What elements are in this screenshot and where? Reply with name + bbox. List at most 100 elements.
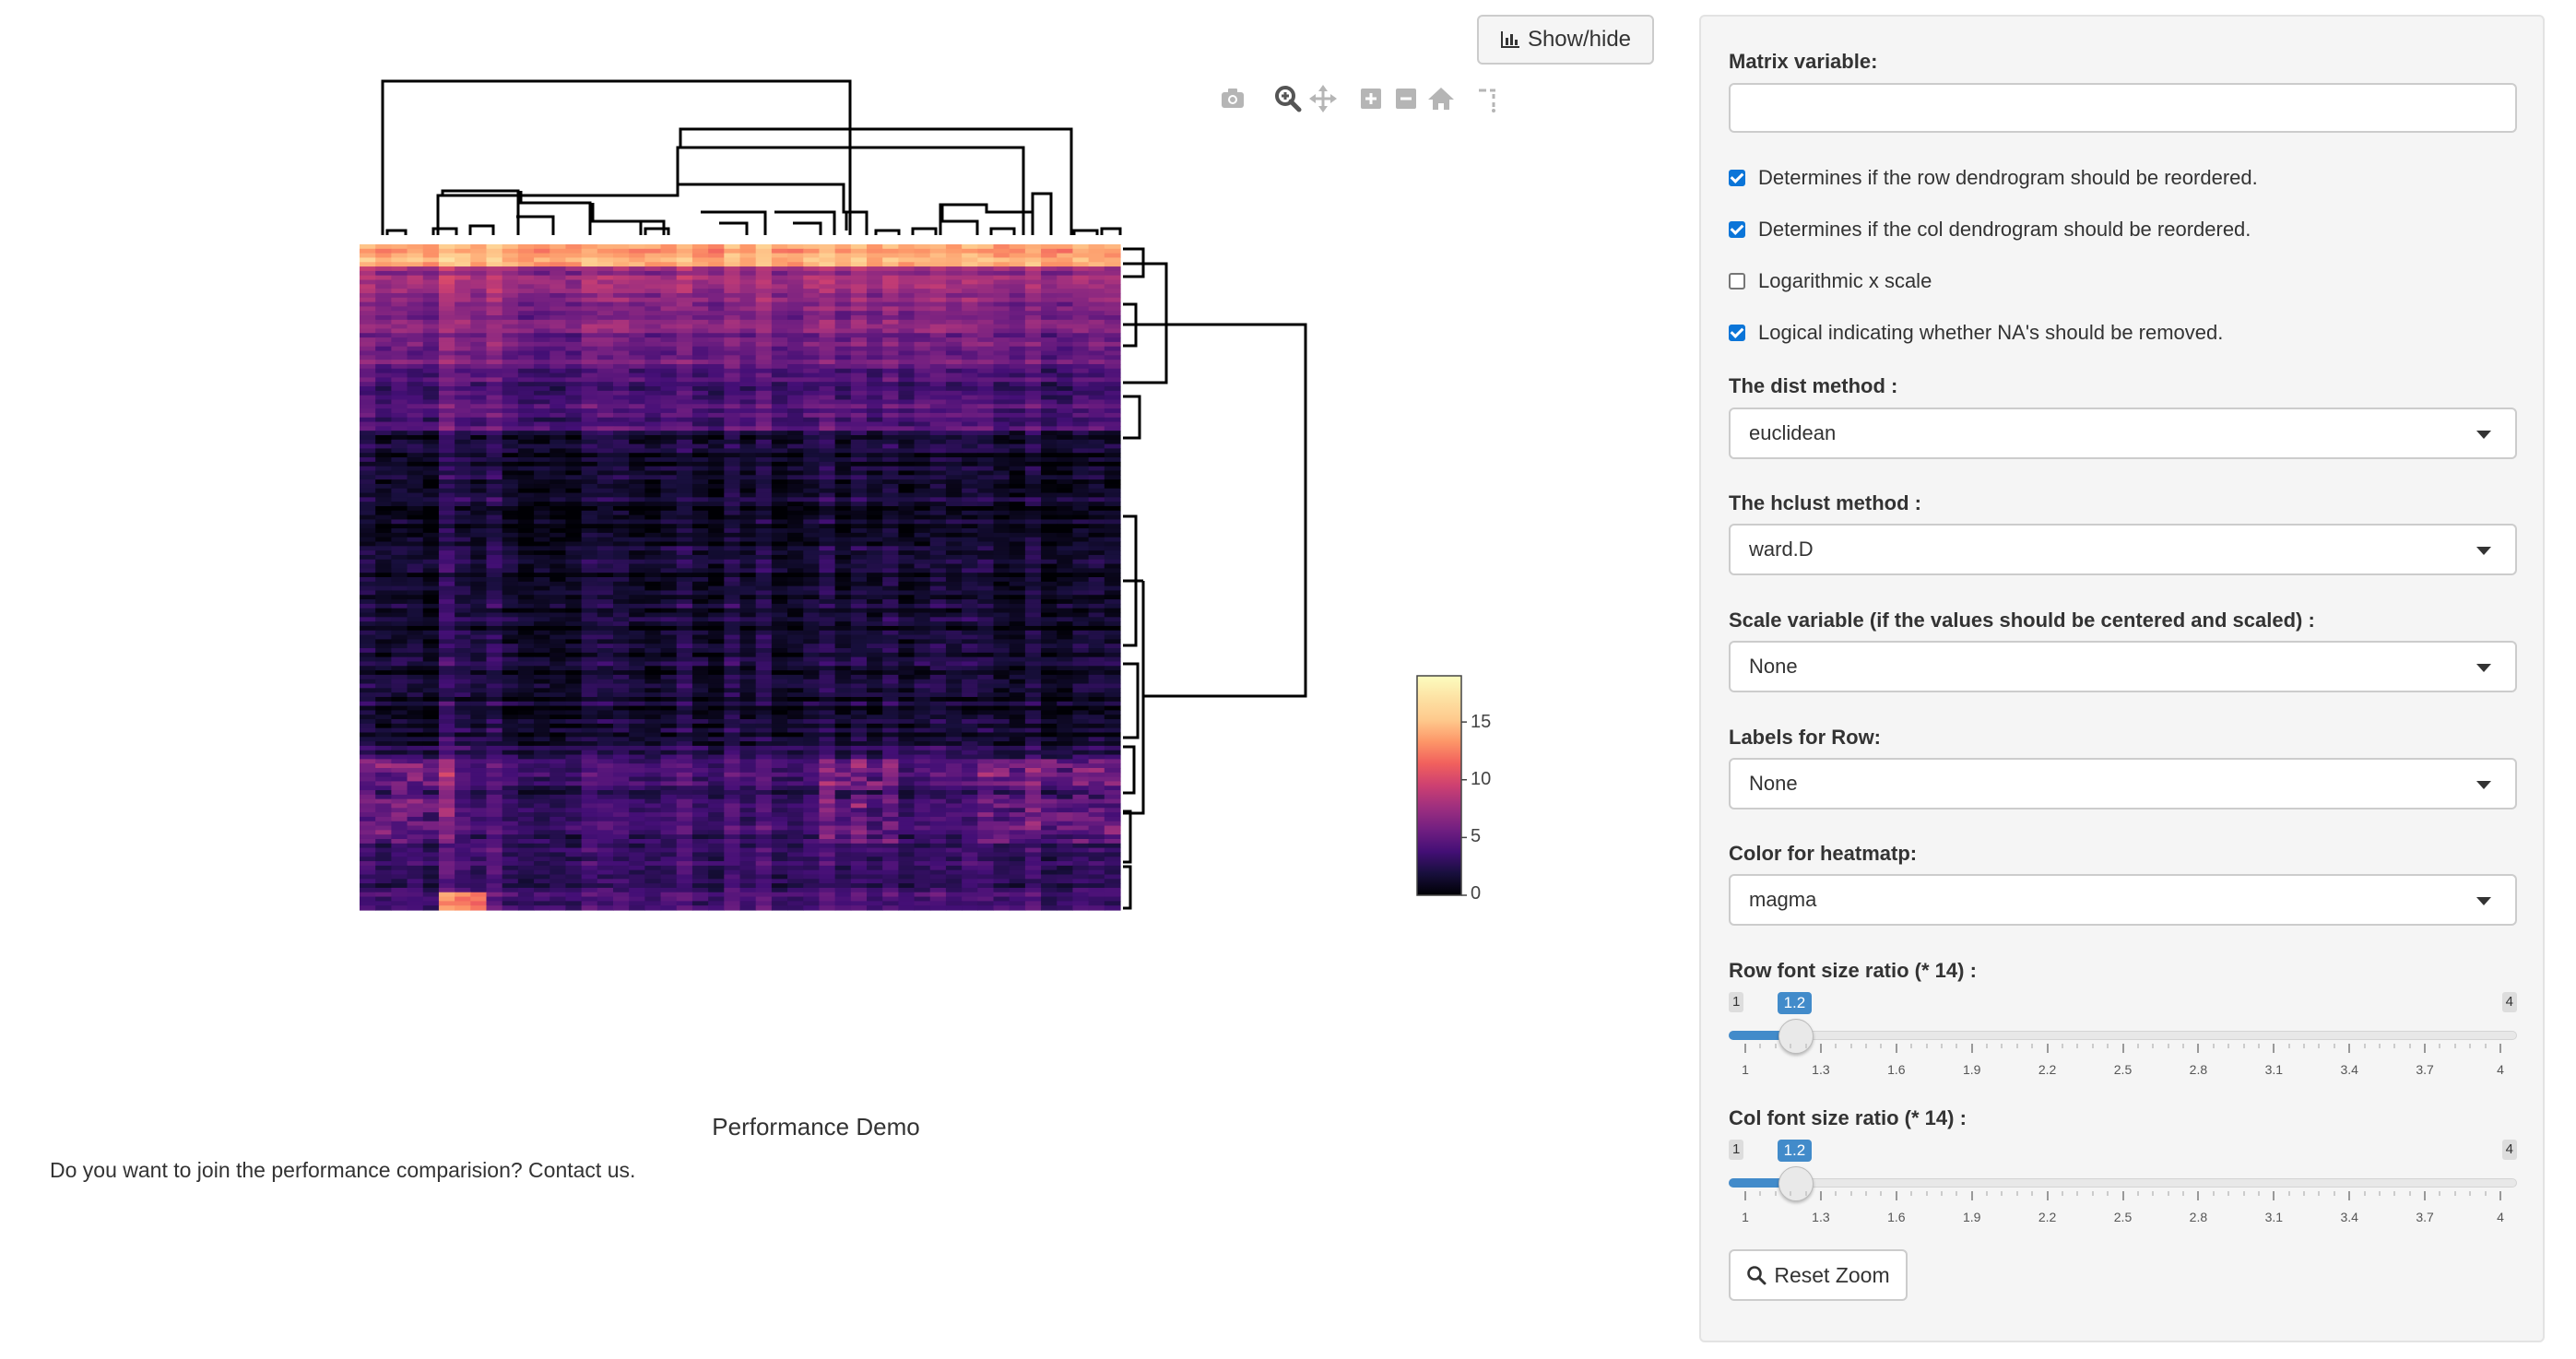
heatmap-cell bbox=[962, 275, 978, 281]
heatmap-cell bbox=[407, 355, 424, 360]
heatmap-cell bbox=[929, 546, 947, 551]
heatmap-cell bbox=[486, 390, 503, 396]
heatmap-cell bbox=[613, 417, 630, 423]
heatmap-plot[interactable] bbox=[0, 0, 1687, 1014]
heatmap-cell bbox=[660, 319, 678, 325]
heatmap-cell bbox=[470, 270, 488, 277]
heatmap-cell bbox=[771, 590, 788, 596]
heatmap-cell bbox=[708, 528, 725, 534]
heatmap-cell bbox=[1041, 559, 1058, 565]
home-icon[interactable] bbox=[1425, 83, 1457, 114]
heatmap-cell bbox=[867, 399, 883, 405]
heatmap-cell bbox=[1088, 585, 1105, 592]
heatmap-cell bbox=[391, 417, 408, 423]
heatmap-cell bbox=[962, 585, 978, 592]
heatmap-cell bbox=[882, 683, 899, 689]
heatmap-cell bbox=[1104, 666, 1121, 671]
heatmap-cell bbox=[867, 634, 883, 640]
heatmap-cell bbox=[517, 404, 535, 409]
zoom-out-icon[interactable] bbox=[1390, 83, 1422, 114]
heatmap-cell bbox=[644, 333, 662, 338]
heatmap-cell bbox=[613, 457, 630, 463]
heatmap-cell bbox=[676, 466, 693, 472]
camera-icon[interactable] bbox=[1217, 83, 1248, 114]
heatmap-cell bbox=[914, 595, 931, 600]
heatmap-cell bbox=[914, 617, 931, 622]
heatmap-cell bbox=[565, 448, 583, 454]
heatmap-cell bbox=[486, 599, 503, 605]
heatmap-cell bbox=[1088, 301, 1105, 307]
heatmap-cell bbox=[819, 453, 836, 458]
heatmap-cell bbox=[755, 573, 773, 578]
zoom-in-icon[interactable] bbox=[1355, 83, 1387, 114]
heatmap-cell bbox=[1009, 519, 1026, 525]
heatmap-cell bbox=[438, 457, 455, 463]
heatmap-cell bbox=[945, 581, 963, 587]
heatmap-cell bbox=[375, 644, 392, 649]
heatmap-cell bbox=[660, 532, 678, 538]
heatmap-cell bbox=[1088, 475, 1105, 480]
heatmap-cell bbox=[407, 585, 424, 592]
heatmap-cell bbox=[486, 377, 503, 383]
zoom-icon[interactable] bbox=[1272, 83, 1304, 114]
heatmap-cell bbox=[660, 688, 678, 693]
heatmap-cell bbox=[502, 466, 519, 472]
heatmap-cell bbox=[993, 324, 1010, 330]
heatmap-cell bbox=[581, 683, 598, 689]
heatmap-cell bbox=[755, 426, 773, 431]
heatmap-cell bbox=[691, 688, 709, 693]
heatmap-cell bbox=[660, 537, 678, 543]
heatmap-cell bbox=[613, 404, 630, 409]
heatmap-cell bbox=[914, 279, 931, 285]
heatmap-cell bbox=[962, 674, 978, 680]
heatmap-cell bbox=[470, 630, 488, 636]
heatmap-cell bbox=[819, 324, 836, 330]
show-hide-button[interactable]: Show/hide bbox=[1477, 15, 1654, 65]
heatmap-cell bbox=[470, 532, 488, 538]
heatmap-cell bbox=[962, 284, 978, 290]
heatmap-cell bbox=[502, 279, 519, 285]
heatmap-cell bbox=[1088, 581, 1105, 587]
pan-icon[interactable] bbox=[1307, 83, 1339, 114]
heatmap-cell bbox=[407, 319, 424, 325]
heatmap-cell bbox=[1104, 528, 1121, 534]
heatmap-cell bbox=[1041, 426, 1058, 431]
heatmap-cell bbox=[1072, 568, 1090, 573]
heatmap-cell bbox=[787, 453, 804, 458]
heatmap-cell bbox=[914, 612, 931, 618]
heatmap-cell bbox=[708, 577, 725, 583]
heatmap-cell bbox=[407, 244, 424, 250]
heatmap-cell bbox=[565, 492, 583, 498]
heatmap-cell bbox=[1024, 279, 1042, 285]
heatmap-cell bbox=[455, 266, 471, 272]
heatmap-cell bbox=[391, 257, 408, 263]
heatmap-cell bbox=[565, 275, 583, 281]
heatmap-cell bbox=[1057, 652, 1074, 658]
heatmap-cell bbox=[819, 648, 836, 654]
heatmap-cell bbox=[867, 648, 883, 654]
heatmap-cell bbox=[486, 505, 503, 512]
heatmap-cell bbox=[803, 524, 821, 529]
heatmap-cell bbox=[597, 563, 614, 569]
heatmap-cell bbox=[581, 577, 598, 583]
heatmap-cell bbox=[375, 630, 392, 636]
heatmap-cell bbox=[613, 355, 630, 360]
heatmap-cell bbox=[486, 417, 503, 423]
heatmap-cell bbox=[502, 510, 519, 516]
spike-lines-icon[interactable] bbox=[1473, 83, 1505, 114]
heatmap-cell bbox=[549, 510, 567, 516]
heatmap-cell bbox=[962, 696, 978, 703]
heatmap-cell bbox=[422, 625, 440, 632]
heatmap-cell bbox=[517, 630, 535, 636]
heatmap-cell bbox=[613, 248, 630, 254]
heatmap-cell bbox=[739, 408, 757, 414]
heatmap-cell bbox=[850, 341, 868, 348]
heatmap-cell bbox=[375, 528, 392, 534]
heatmap-cell bbox=[787, 417, 804, 423]
heatmap-cell bbox=[660, 448, 678, 454]
heatmap-cell bbox=[565, 408, 583, 414]
heatmap-cell bbox=[1057, 674, 1074, 680]
heatmap-cell bbox=[549, 696, 567, 703]
heatmap-cell bbox=[407, 595, 424, 600]
heatmap-cell bbox=[850, 266, 868, 272]
